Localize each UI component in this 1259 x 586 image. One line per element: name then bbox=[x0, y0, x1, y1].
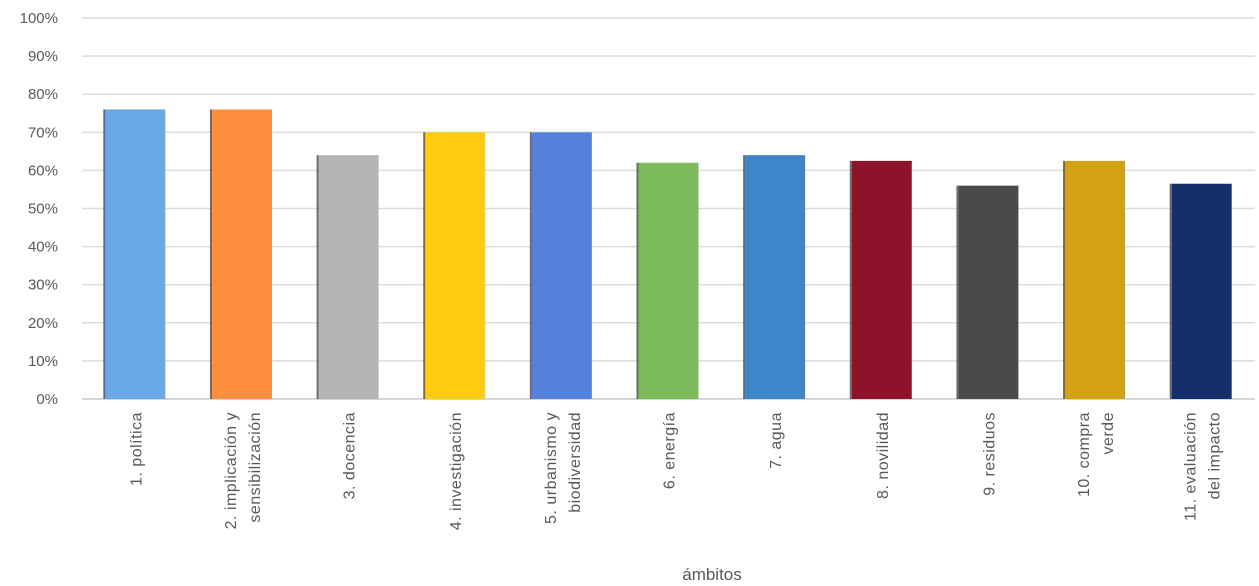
category-label: 5. urbanismo y biodiversidad bbox=[543, 412, 584, 524]
bar bbox=[1171, 183, 1232, 399]
y-tick-label: 30% bbox=[28, 277, 58, 294]
category-label: 3. docencia bbox=[342, 412, 359, 499]
y-tick-label: 90% bbox=[28, 48, 58, 65]
category-label-line: 1. política bbox=[128, 412, 145, 486]
category-label-line: del impacto bbox=[1207, 412, 1224, 499]
bar bbox=[105, 109, 166, 399]
bar-shadow bbox=[1063, 160, 1066, 399]
category-label: 4. investigación bbox=[448, 412, 465, 530]
bar-shadow bbox=[849, 160, 852, 399]
category-label-line: sensibilización bbox=[247, 412, 264, 523]
category-label: 1. política bbox=[128, 412, 145, 486]
bar bbox=[211, 109, 272, 399]
y-tick-label: 20% bbox=[28, 315, 58, 332]
category-label-line: 10. compra bbox=[1076, 412, 1093, 497]
category-label: 10. compra verde bbox=[1076, 412, 1117, 497]
y-tick-label: 60% bbox=[28, 162, 58, 179]
category-label-line: biodiversidad bbox=[567, 412, 584, 513]
bar-shadow bbox=[743, 155, 746, 399]
bar-shadow bbox=[316, 155, 319, 399]
category-label-line: 11. evaluación bbox=[1183, 412, 1200, 521]
y-tick-label: 80% bbox=[28, 86, 58, 103]
category-label: 6. energía bbox=[662, 412, 679, 489]
y-tick-label: 70% bbox=[28, 124, 58, 141]
bar-shadow bbox=[1169, 183, 1172, 399]
bar-shadow bbox=[209, 109, 212, 399]
category-label-line: 3. docencia bbox=[342, 412, 359, 499]
y-tick-label: 100% bbox=[20, 10, 58, 27]
category-label: 11. evaluación del impacto bbox=[1183, 412, 1224, 521]
category-label-line: 2. implicación y bbox=[223, 412, 240, 529]
bar bbox=[638, 162, 699, 399]
bar-shadow bbox=[636, 162, 639, 399]
bar bbox=[318, 155, 379, 399]
x-axis-label: ámbitos bbox=[682, 565, 742, 584]
bar bbox=[958, 185, 1019, 399]
bar bbox=[1065, 160, 1126, 399]
bar bbox=[531, 132, 592, 400]
bars bbox=[103, 109, 1232, 400]
bar-shadow bbox=[956, 185, 959, 399]
category-label-line: verde bbox=[1100, 412, 1117, 455]
category-label: 8. novilidad bbox=[875, 412, 892, 499]
category-label-line: 9. residuos bbox=[981, 412, 998, 496]
category-label-line: 8. novilidad bbox=[875, 412, 892, 499]
bar-shadow bbox=[529, 132, 532, 400]
y-tick-label: 50% bbox=[28, 201, 58, 218]
y-tick-label: 10% bbox=[28, 353, 58, 370]
x-axis-category-labels: 1. política 2. implicación y sensibilizaci… bbox=[128, 412, 1223, 530]
category-label: 7. agua bbox=[768, 412, 785, 469]
bar bbox=[745, 155, 806, 399]
bar-shadow bbox=[103, 109, 106, 399]
bar-shadow bbox=[423, 132, 426, 400]
category-label: 2. implicación y sensibilización bbox=[223, 412, 264, 529]
category-label: 9. residuos bbox=[981, 412, 998, 496]
category-label-line: 6. energía bbox=[662, 412, 679, 489]
category-label-line: 7. agua bbox=[768, 412, 785, 469]
category-label-line: 4. investigación bbox=[448, 412, 465, 530]
bar bbox=[851, 160, 912, 399]
bar bbox=[425, 132, 486, 400]
category-label-line: 5. urbanismo y bbox=[543, 412, 560, 524]
y-axis-tick-labels: 0% 10% 20% 30% 40% 50% 60% 70% 80% 90% 100% bbox=[20, 10, 58, 408]
y-tick-label: 40% bbox=[28, 239, 58, 256]
y-tick-label: 0% bbox=[36, 391, 58, 408]
